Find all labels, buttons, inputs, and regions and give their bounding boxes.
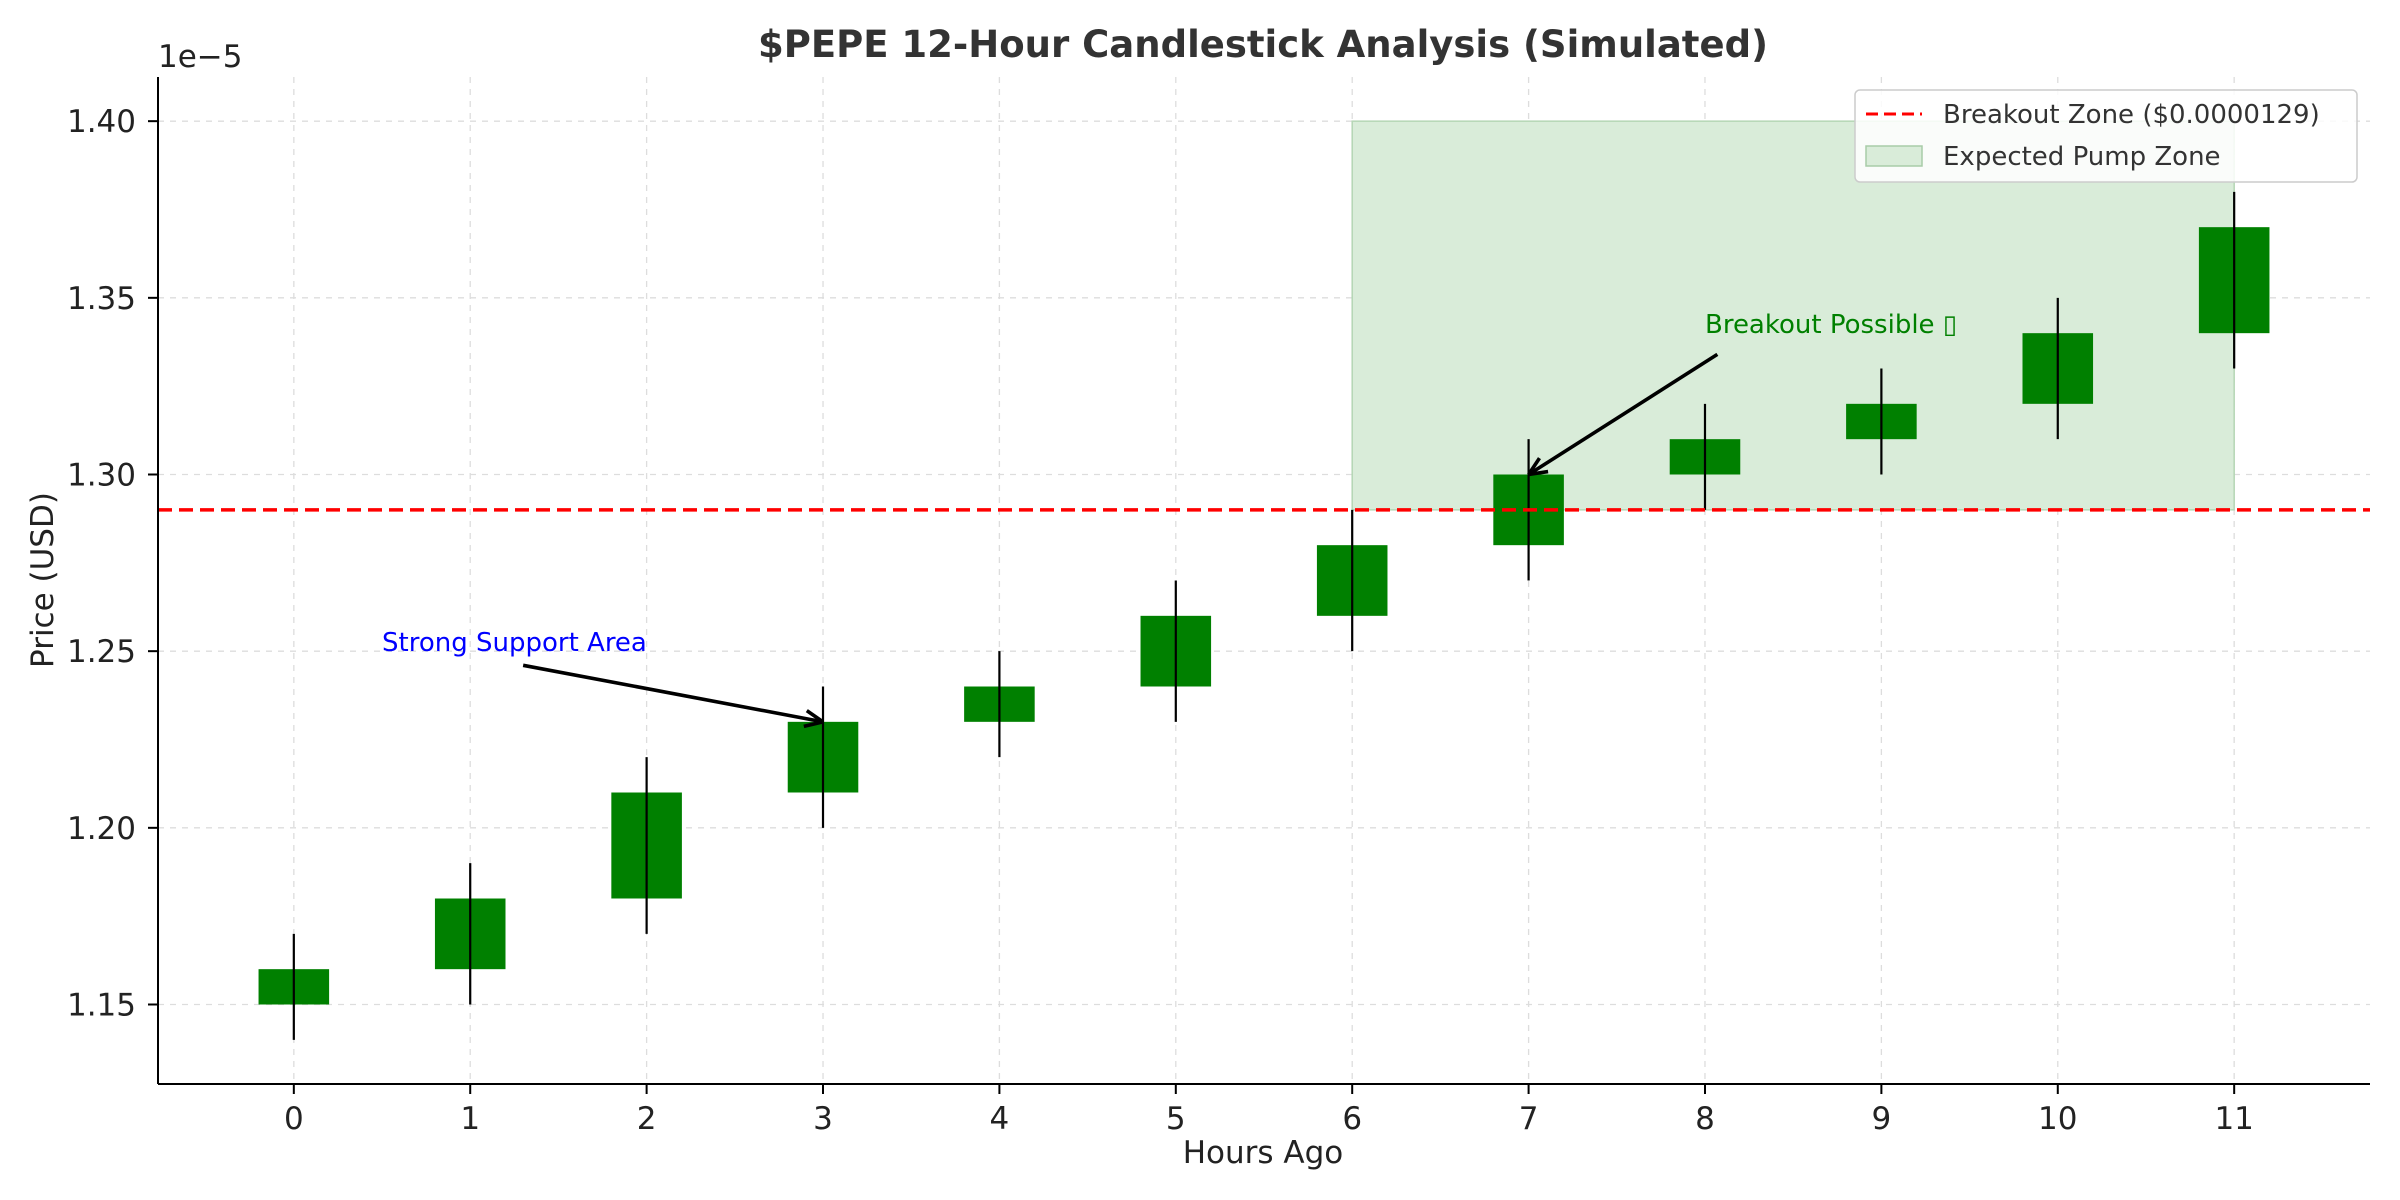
x-tick-label: 1 xyxy=(460,1101,480,1137)
annotations: Strong Support Area Breakout Possible ▯ xyxy=(382,310,1957,729)
x-tick-label: 5 xyxy=(1166,1101,1186,1137)
y-offset-text: 1e−5 xyxy=(158,39,243,75)
x-tick-label: 4 xyxy=(990,1101,1010,1137)
legend-frame xyxy=(1854,89,2358,183)
legend-pump-label: Expected Pump Zone xyxy=(1943,142,2221,172)
legend-breakout-label: Breakout Zone ($0.0000129) xyxy=(1943,100,2320,130)
annotation-arrow-head xyxy=(803,709,825,729)
x-axis-label: Hours Ago xyxy=(1183,1135,1344,1171)
annotation-arrow-shaft xyxy=(522,663,824,724)
x-tick-label: 7 xyxy=(1519,1101,1539,1137)
annotation-text: Breakout Possible ▯ xyxy=(1705,310,1957,340)
x-tick-label: 6 xyxy=(1342,1101,1362,1137)
axes xyxy=(157,77,2370,1085)
x-tick-label: 8 xyxy=(1695,1101,1715,1137)
annotation-arrow-shaft xyxy=(1527,352,1719,477)
pump-zone-layer xyxy=(1351,120,2235,511)
y-tick-label: 1.40 xyxy=(67,104,136,140)
y-tick-label: 1.35 xyxy=(67,281,136,317)
grid-lines xyxy=(158,77,2370,1084)
pump-zone-rect xyxy=(1351,120,2235,511)
chart-title: $PEPE 12-Hour Candlestick Analysis (Simu… xyxy=(758,23,1768,66)
y-tick-label: 1.15 xyxy=(67,988,136,1024)
x-tick-label: 2 xyxy=(637,1101,657,1137)
x-tick-label: 0 xyxy=(284,1101,304,1137)
ticks: 0 1 2 3 4 5 6 7 8 9 10 11 1.15 1.20 1.25 1.30 1.35 1.40 xyxy=(67,104,2254,1137)
y-axis-label: Price (USD) xyxy=(25,492,61,668)
candles xyxy=(258,191,2270,1040)
annotation-text: Strong Support Area xyxy=(382,628,647,658)
legend-pump-swatch xyxy=(1865,145,1923,167)
x-tick-label: 9 xyxy=(1872,1101,1892,1137)
annotation-arrow-head xyxy=(1527,457,1549,477)
x-tick-label: 3 xyxy=(813,1101,833,1137)
x-tick-label: 10 xyxy=(2038,1101,2077,1137)
legend: Breakout Zone ($0.0000129) Expected Pump… xyxy=(1854,89,2358,183)
x-tick-label: 11 xyxy=(2214,1101,2253,1137)
y-tick-label: 1.25 xyxy=(67,634,136,670)
y-tick-label: 1.20 xyxy=(67,811,136,847)
y-tick-label: 1.30 xyxy=(67,458,136,494)
